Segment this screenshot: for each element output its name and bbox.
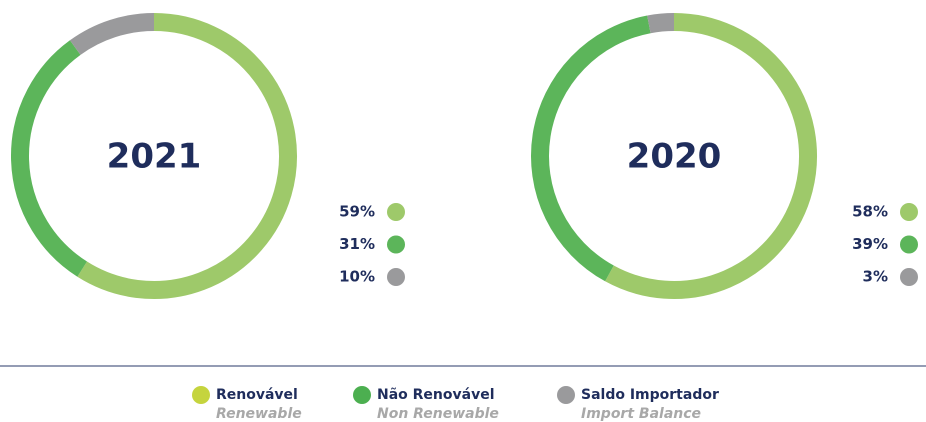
legend-name: Renovável	[216, 387, 298, 403]
legend-translation: Renewable	[216, 406, 302, 422]
donut-segment	[605, 13, 817, 299]
value-dot	[387, 268, 405, 286]
value-dot	[900, 268, 918, 286]
value-label: 39%	[852, 235, 888, 253]
donut-title: 2021	[107, 137, 202, 177]
donut-segment	[69, 13, 155, 56]
legend-translation: Import Balance	[581, 406, 701, 422]
legend-translation: Non Renewable	[377, 406, 499, 422]
legend-dot	[192, 386, 210, 404]
donut-title: 2020	[627, 137, 722, 177]
donut-segment	[531, 15, 651, 282]
legend-name: Saldo Importador	[581, 387, 719, 403]
value-dot	[387, 203, 405, 221]
donut-segment	[77, 13, 297, 299]
donut-segment	[647, 13, 675, 34]
value-label: 59%	[339, 203, 375, 221]
value-label: 58%	[852, 203, 888, 221]
legend-dot	[353, 386, 371, 404]
value-dot	[387, 235, 405, 254]
value-label: 31%	[339, 235, 375, 253]
value-label: 10%	[339, 268, 375, 286]
value-label: 3%	[863, 268, 888, 286]
value-dot	[900, 235, 918, 254]
legend-dot	[557, 386, 575, 404]
donut-segment	[11, 40, 88, 277]
legend-name: Não Renovável	[377, 387, 495, 403]
value-dot	[900, 203, 918, 221]
